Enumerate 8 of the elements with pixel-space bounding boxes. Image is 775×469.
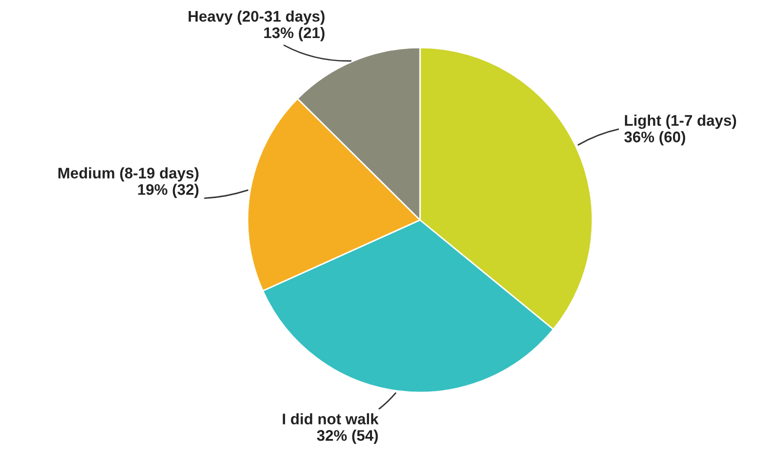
data-label: 19% (32): [138, 184, 198, 198]
data-label: 32% (54): [316, 430, 378, 444]
slice-label: Light (1-7 days): [624, 114, 736, 129]
data-label: 13% (21): [264, 26, 324, 42]
slice-label: I did not walk: [282, 413, 379, 424]
slice-label: Heavy (20-31 days): [188, 10, 324, 25]
data-label: 36% (60): [624, 131, 686, 146]
slice-label: Medium (8-19 days): [58, 167, 198, 182]
